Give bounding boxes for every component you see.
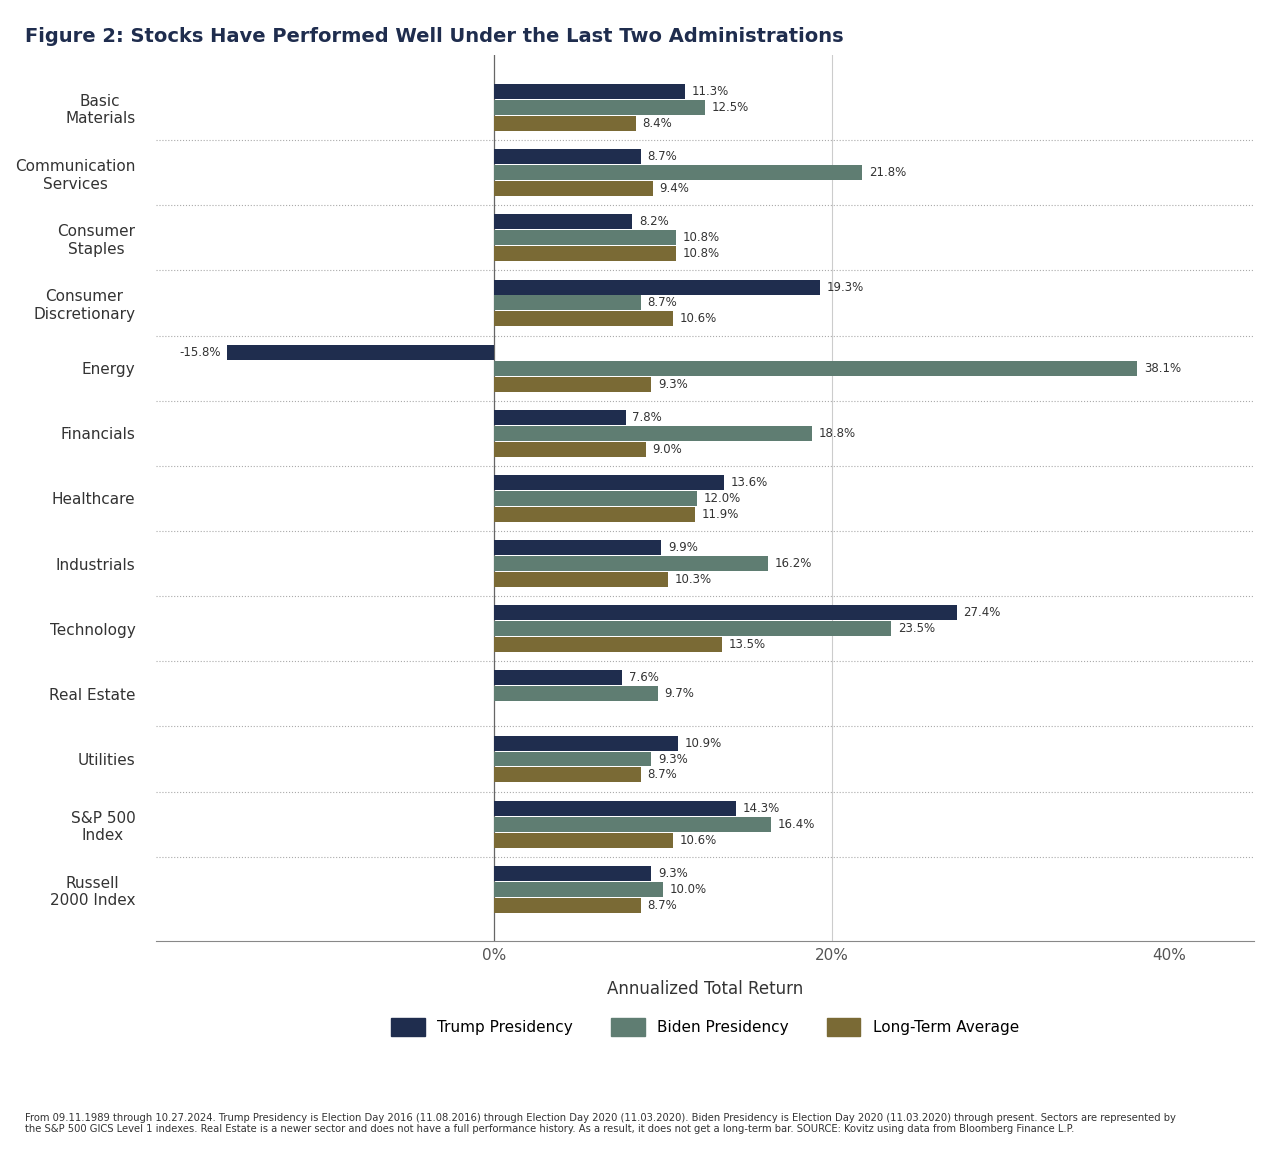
Bar	[494, 736, 678, 751]
Bar	[494, 491, 697, 506]
Bar	[494, 572, 667, 587]
Bar	[494, 475, 723, 490]
Bar	[494, 638, 722, 653]
Bar	[494, 84, 685, 99]
Bar	[494, 767, 641, 782]
Text: 10.9%: 10.9%	[685, 737, 722, 750]
Bar	[494, 149, 641, 164]
Text: 13.5%: 13.5%	[728, 639, 766, 651]
Bar	[494, 670, 622, 685]
Bar	[227, 344, 494, 359]
Text: Figure 2: Stocks Have Performed Well Under the Last Two Administrations: Figure 2: Stocks Have Performed Well Und…	[25, 27, 844, 45]
Text: 14.3%: 14.3%	[742, 802, 779, 814]
Bar	[494, 507, 695, 522]
Bar	[494, 410, 626, 425]
Text: 8.7%: 8.7%	[647, 297, 678, 310]
Text: 8.7%: 8.7%	[647, 768, 678, 782]
Bar	[494, 686, 657, 701]
Legend: Trump Presidency, Biden Presidency, Long-Term Average: Trump Presidency, Biden Presidency, Long…	[391, 1018, 1019, 1036]
Bar	[494, 881, 662, 896]
Text: 9.3%: 9.3%	[657, 378, 688, 390]
Text: 10.8%: 10.8%	[683, 247, 721, 260]
Text: 21.8%: 21.8%	[869, 166, 906, 179]
Text: 11.9%: 11.9%	[702, 508, 739, 521]
Bar	[494, 280, 820, 295]
Text: 16.2%: 16.2%	[774, 557, 812, 571]
Text: 9.4%: 9.4%	[660, 182, 689, 195]
Text: 16.4%: 16.4%	[778, 818, 815, 830]
Bar	[494, 752, 651, 767]
Text: 12.5%: 12.5%	[712, 100, 749, 114]
Bar	[494, 296, 641, 311]
Text: 9.3%: 9.3%	[657, 753, 688, 766]
Bar	[494, 866, 651, 881]
Text: 13.6%: 13.6%	[731, 476, 768, 489]
Bar	[494, 181, 652, 196]
Text: 8.4%: 8.4%	[642, 117, 673, 131]
Text: 10.0%: 10.0%	[670, 882, 707, 896]
Bar	[494, 246, 676, 261]
Bar	[494, 621, 891, 636]
Text: 18.8%: 18.8%	[819, 427, 855, 440]
Text: 8.2%: 8.2%	[640, 215, 669, 229]
Bar	[494, 897, 641, 912]
Text: 8.7%: 8.7%	[647, 899, 678, 911]
Bar	[494, 800, 736, 815]
Bar	[494, 165, 862, 180]
Text: 10.8%: 10.8%	[683, 231, 721, 245]
Text: 10.6%: 10.6%	[680, 834, 717, 847]
Text: 9.7%: 9.7%	[665, 687, 694, 700]
X-axis label: Annualized Total Return: Annualized Total Return	[607, 981, 803, 998]
Text: 12.0%: 12.0%	[703, 492, 741, 505]
Bar	[494, 312, 673, 327]
Text: 9.9%: 9.9%	[667, 541, 698, 554]
Bar	[494, 116, 636, 131]
Text: 27.4%: 27.4%	[963, 606, 1001, 619]
Text: -15.8%: -15.8%	[179, 345, 221, 359]
Text: 23.5%: 23.5%	[897, 623, 935, 635]
Bar	[494, 556, 768, 571]
Text: 11.3%: 11.3%	[692, 85, 728, 98]
Text: 7.8%: 7.8%	[632, 411, 662, 424]
Text: 8.7%: 8.7%	[647, 150, 678, 163]
Bar	[494, 100, 706, 116]
Bar	[494, 833, 673, 848]
Text: 10.6%: 10.6%	[680, 313, 717, 326]
Bar	[494, 215, 632, 230]
Bar	[494, 230, 676, 245]
Text: From 09.11.1989 through 10.27.2024. Trump Presidency is Election Day 2016 (11.08: From 09.11.1989 through 10.27.2024. Trum…	[25, 1112, 1176, 1134]
Bar	[494, 605, 957, 620]
Text: 10.3%: 10.3%	[675, 573, 712, 586]
Text: 9.0%: 9.0%	[652, 442, 683, 456]
Bar	[494, 377, 651, 392]
Text: 9.3%: 9.3%	[657, 867, 688, 880]
Bar	[494, 441, 646, 456]
Text: 19.3%: 19.3%	[826, 281, 864, 293]
Text: 38.1%: 38.1%	[1145, 362, 1181, 374]
Text: 7.6%: 7.6%	[629, 671, 659, 685]
Bar	[494, 426, 811, 441]
Bar	[494, 817, 772, 832]
Bar	[494, 541, 661, 556]
Bar	[494, 360, 1137, 375]
